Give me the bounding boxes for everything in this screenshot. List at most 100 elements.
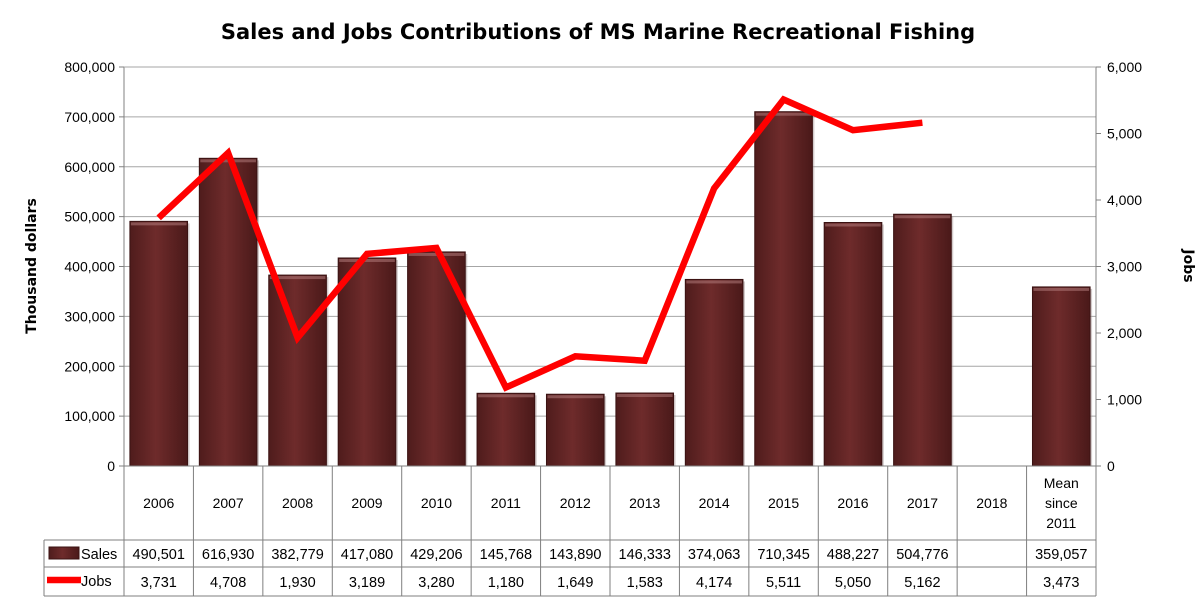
sales-value-cell: 143,890 [549,547,601,563]
sales-bar [476,392,537,467]
category-label: Mean [1044,475,1079,491]
sales-bar [754,111,815,467]
sales-bar-body [823,221,883,467]
sales-bar-highlight [894,215,951,219]
sales-bar [823,221,884,467]
sales-bar-highlight [478,394,534,398]
y-tick-label: 400,000 [64,259,115,275]
jobs-value-cell: 4,174 [696,575,732,591]
jobs-value-cell: 1,649 [557,575,593,591]
y-tick-label: 700,000 [64,109,115,125]
sales-value-cell: 146,333 [619,547,671,563]
y2-axis-title: Jobs [1180,248,1196,282]
sales-bar-highlight [755,112,812,116]
sales-legend-label: Sales [81,547,117,563]
y2-tick-label: 5,000 [1107,126,1142,142]
sales-bar-body [337,257,397,467]
category-label: 2017 [907,495,938,511]
sales-bar-highlight [269,276,326,280]
sales-bar-highlight [130,222,187,226]
sales-value-cell: 417,080 [341,547,393,563]
sales-bar [407,251,468,467]
jobs-series-line [156,95,923,392]
jobs-value-cell: 5,050 [835,575,871,591]
sales-value-cell: 490,501 [133,547,185,563]
jobs-value-cell: 5,162 [904,575,940,591]
jobs-value-cell: 1,180 [488,575,524,591]
sales-bar-body [476,392,536,467]
y-tick-label: 600,000 [64,159,115,175]
sales-bar-body [754,111,813,467]
sales-value-cell: 359,057 [1035,547,1087,563]
jobs-value-cell: 4,708 [210,575,246,591]
jobs-value-cell: 3,189 [349,575,385,591]
sales-bar [615,392,676,467]
sales-bar [545,393,607,467]
sales-value-cell: 710,345 [757,547,809,563]
sales-bar-highlight [825,223,881,227]
sales-bar-body [684,278,744,467]
y2-tick-label: 1,000 [1107,392,1142,408]
sales-bar [337,257,398,467]
sales-bar [268,274,329,467]
category-label: 2009 [351,495,382,511]
sales-bar [129,220,190,467]
y2-tick-label: 4,000 [1107,192,1142,208]
sales-bar-highlight [686,280,742,284]
sales-bar [684,278,745,467]
y-tick-label: 500,000 [64,209,115,225]
sales-bar-highlight [616,394,673,398]
jobs-legend-label: Jobs [81,574,112,590]
chart-title: Sales and Jobs Contributions of MS Marin… [221,20,975,44]
y-tick-label: 200,000 [64,358,115,374]
sales-bars [129,111,1093,467]
sales-bar-highlight [547,395,604,399]
sales-value-cell: 616,930 [202,547,254,563]
axes: 0 100,000 200,000 300,000 400,000 500,000 600,… [64,59,1142,474]
jobs-line [156,95,923,392]
sales-bar [893,213,954,467]
jobs-value-cell: 5,511 [766,575,801,591]
y-tick-label: 300,000 [64,308,115,324]
y-tick-label: 800,000 [64,59,115,75]
category-label: since [1045,495,1078,511]
sales-value-cell: 429,206 [410,547,462,563]
jobs-value-cell: 3,731 [141,575,177,591]
sales-bar-body [268,274,327,467]
category-label: 2006 [143,495,174,511]
y2-tick-label: 6,000 [1107,59,1142,75]
y-tick-label: 0 [107,458,115,474]
y2-tick-label: 0 [1107,458,1115,474]
jobs-value-cell: 3,280 [418,575,454,591]
sales-value-cell: 382,779 [271,547,323,563]
sales-bar-highlight [1033,287,1090,291]
sales-bar [1031,286,1093,467]
y2-tick-label: 2,000 [1107,325,1142,341]
sales-bar-body [129,220,189,467]
category-label: 2015 [768,495,799,511]
y-tick-label: 100,000 [64,408,115,424]
sales-legend-swatch [48,546,80,560]
category-label: 2010 [421,495,452,511]
sales-value-cell: 488,227 [827,547,879,563]
category-label: 2008 [282,495,313,511]
category-label: 2016 [837,495,868,511]
category-label: 2011 [491,495,521,511]
data-table: 2006 2007 2008 2009 2010 2011 2012 2013 2014 2015… [43,465,1097,597]
sales-value-cell: 504,776 [896,547,948,563]
category-label: 2011 [1046,515,1076,531]
sales-value-cell: 374,063 [688,547,740,563]
sales-bar-body [615,392,675,467]
jobs-value-cell: 3,473 [1043,575,1079,591]
sales-bar-highlight [339,258,395,262]
sales-bar-body [545,393,605,467]
jobs-value-cell: 1,930 [279,575,315,591]
sales-bar-body [893,213,952,467]
category-label: 2018 [976,495,1007,511]
category-label: 2012 [560,495,591,511]
category-label: 2014 [699,495,730,511]
category-label: 2007 [213,495,244,511]
category-label: 2013 [629,495,660,511]
